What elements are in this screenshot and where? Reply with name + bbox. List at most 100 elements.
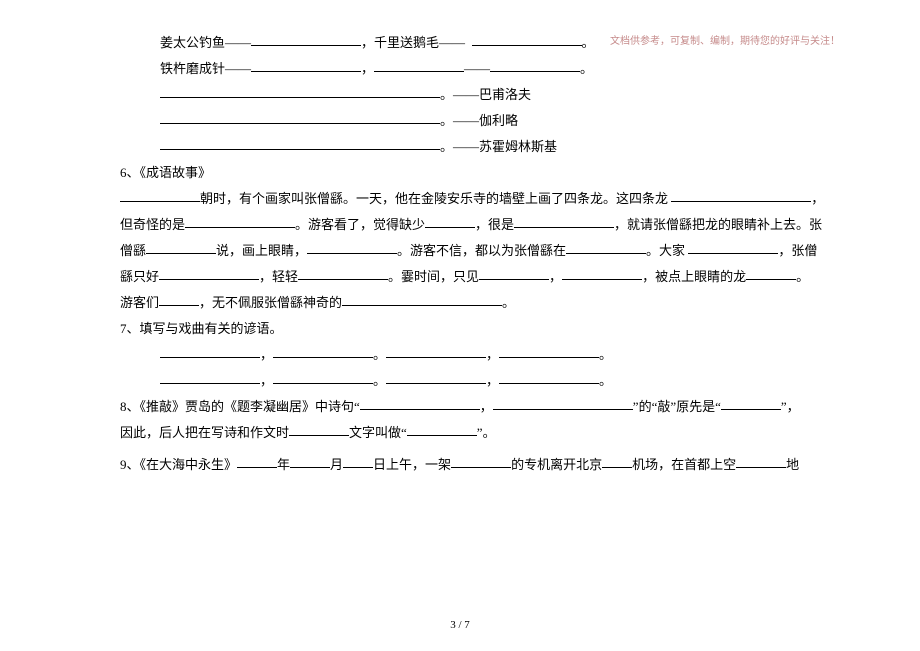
q6-p3: 僧繇说，画上眼睛，。游客不信，都以为张僧繇在。大家 ，张僧 [120,238,840,264]
idiom-line-2: 铁杵磨成针——，——。 [120,56,840,82]
text: 地 [786,457,799,472]
text: 年 [277,457,290,472]
blank [472,33,582,46]
q6-p5: 游客们，无不佩服张僧繇神奇的。 [120,290,840,316]
text: ，无不佩服张僧繇神奇的 [199,295,342,310]
blank [160,85,440,98]
blank [290,455,330,468]
blank [289,423,349,436]
blank [386,345,486,358]
blank [490,59,580,72]
quote-line-2: 。——伽利略 [120,108,840,134]
blank [386,371,486,384]
text: 。大家 [646,243,685,258]
blank [479,267,549,280]
text: 因此，后人把在写诗和作文时 [120,425,289,440]
text: ， [260,347,273,362]
blank [160,345,260,358]
text: 。 [373,347,386,362]
text: —— [464,61,490,76]
blank [499,371,599,384]
q6-p4: 繇只好 ，轻轻 。霎时间，只见 ， ，被点上眼睛的龙 。 [120,264,840,290]
blank [374,59,464,72]
q9-line1: 9、《在大海中永生》 年 月 日上午，一架 的专机离开北京 机场，在首都上空 地 [120,452,840,478]
text: ”， [781,399,800,414]
blank [425,215,475,228]
blank [602,455,632,468]
text: 。——苏霍姆林斯基 [440,139,557,154]
blank [159,293,199,306]
blank [273,345,373,358]
text: ”。 [477,425,496,440]
blank [298,267,388,280]
q8-line1: 8、《推敲》贾岛的《题李凝幽居》中诗句“，”的“敲”原先是“”， [120,394,840,420]
text: ，被点上眼睛的龙 [642,269,746,284]
text: ， [486,373,499,388]
blank [146,241,216,254]
q7-title: 7、填写与戏曲有关的谚语。 [120,316,840,342]
text: ，就请张僧繇把龙的眼睛补上去。张 [614,217,822,232]
blank [721,397,781,410]
q7-row1: ， 。 ， 。 [120,342,840,368]
blank [120,189,200,202]
watermark-text: 文档供参考，可复制、编制，期待您的好评与关注！ [610,32,840,47]
text: 。——巴甫洛夫 [440,87,531,102]
blank [451,455,511,468]
text: ，很是 [475,217,514,232]
blank [251,33,361,46]
text: ， [486,347,499,362]
blank [514,215,614,228]
text: ， [811,191,824,206]
q6-title: 6、《成语故事》 [120,160,840,186]
text: ， [361,61,374,76]
text: 。 [373,373,386,388]
blank [251,59,361,72]
text: 9、《在大海中永生》 [120,457,237,472]
blank [185,215,295,228]
blank [237,455,277,468]
blank [342,293,502,306]
text: ， [260,373,273,388]
quote-line-1: 。——巴甫洛夫 [120,82,840,108]
text: 朝时，有个画家叫张僧繇。一天，他在金陵安乐寺的墙壁上画了四条龙。这四条龙 [200,191,668,206]
blank [562,267,642,280]
blank [307,241,397,254]
text: 姜太公钓鱼—— [160,35,251,50]
text: 月 [330,457,343,472]
text: 僧繇 [120,243,146,258]
text: ， [549,269,562,284]
blank [736,455,786,468]
text: 文字叫做“ [349,425,407,440]
blank [160,111,440,124]
text: ，张僧 [778,243,817,258]
blank [671,189,811,202]
text: 。 [502,295,515,310]
text: 机场，在首都上空 [632,457,736,472]
blank [360,397,480,410]
blank [746,267,796,280]
text: 。 [599,373,612,388]
blank [566,241,646,254]
text: 。 [582,35,595,50]
blank [499,345,599,358]
text: 。游客看了，觉得缺少 [295,217,425,232]
q8-line2: 因此，后人把在写诗和作文时 文字叫做“ ”。 [120,420,840,446]
text: ”的“敲”原先是“ [633,399,721,414]
text: 。 [796,269,809,284]
blank [159,267,259,280]
text: ，轻轻 [259,269,298,284]
q6-p1: 朝时，有个画家叫张僧繇。一天，他在金陵安乐寺的墙壁上画了四条龙。这四条龙 ， [120,186,840,212]
text: 。霎时间，只见 [388,269,479,284]
text: 日上午，一架 [373,457,451,472]
text: 。 [599,347,612,362]
text: ， [480,399,493,414]
text: 。 [580,61,593,76]
text: 。——伽利略 [440,113,518,128]
blank [407,423,477,436]
text: 的专机离开北京 [511,457,602,472]
text: ，千里送鹅毛—— [361,35,465,50]
page-number: 3 / 7 [0,619,920,631]
blank [273,371,373,384]
text: 繇只好 [120,269,159,284]
text: 。游客不信，都以为张僧繇在 [397,243,566,258]
